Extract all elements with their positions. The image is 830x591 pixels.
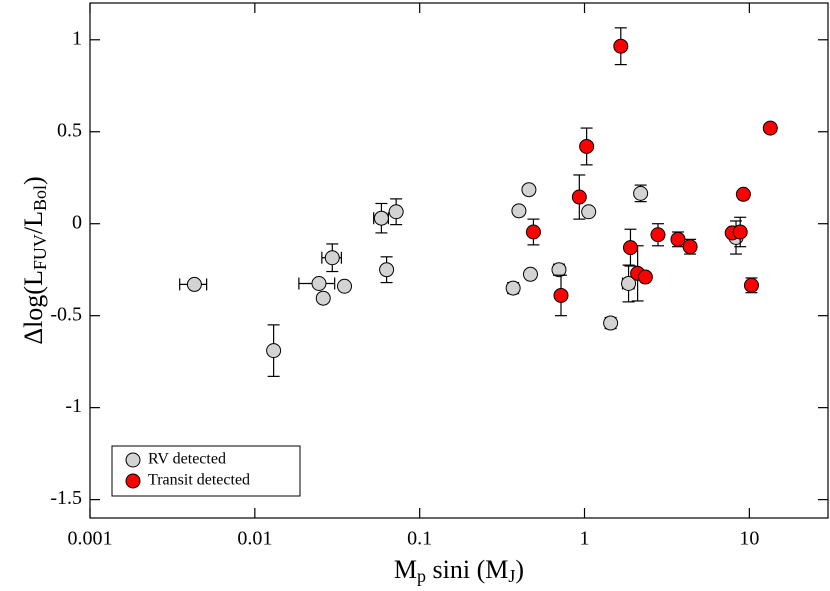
y-tick-label: 1 [72,27,82,49]
legend-marker [125,473,141,489]
point [379,262,395,278]
point [743,277,759,293]
x-tick-label: 10 [739,528,759,550]
y-tick-label: -0.5 [50,303,82,325]
point [186,276,202,292]
y-tick-label: 0 [72,211,82,233]
point [521,182,537,198]
point [311,275,327,291]
point [266,343,282,359]
plot-frame [89,2,829,519]
point [553,287,569,303]
point [579,138,595,154]
x-tick-label: 1 [580,528,590,550]
point [505,280,521,296]
y-axis-label-part: /L [19,211,48,234]
point [315,290,331,306]
point [511,203,527,219]
point [373,210,389,226]
point [324,250,340,266]
point [633,185,649,201]
point [735,186,751,202]
y-axis-label-part: ) [19,176,48,185]
y-tick-label: 0.5 [57,119,82,141]
point [732,224,748,240]
y-axis-label-part: Bol [30,185,50,211]
y-axis-label-part: FUV [30,234,50,270]
point [670,231,686,247]
point [621,275,637,291]
point [682,239,698,255]
point [762,120,778,136]
legend-box [111,445,301,497]
point [525,224,541,240]
x-axis-label-part: M [394,555,417,584]
y-tick-label: -1.5 [50,487,82,509]
y-axis-label: Δlog(LFUV/LBol) [19,176,50,344]
point [622,240,638,256]
x-tick-label: 0.001 [68,528,113,550]
point [551,262,567,278]
legend-label: RV detected [148,451,226,468]
point [522,266,538,282]
x-axis-label-part: J [508,566,515,586]
point [603,315,619,331]
x-tick-label: 0.01 [237,528,272,550]
x-tick-label: 0.1 [407,528,432,550]
legend-marker [125,452,141,468]
x-axis-label: Mp sini (MJ) [394,555,524,586]
x-axis-label-part: p [417,566,426,586]
point [388,204,404,220]
point [581,204,597,220]
point [337,278,353,294]
legend-label: Transit detected [148,472,250,489]
point [650,227,666,243]
point [637,269,653,285]
y-axis-label-part: Δlog(L [19,270,48,344]
x-axis-label-part: sini (M [426,555,508,584]
point [613,38,629,54]
point [571,189,587,205]
y-tick-label: -1 [65,395,82,417]
x-axis-label-part: ) [515,555,524,584]
